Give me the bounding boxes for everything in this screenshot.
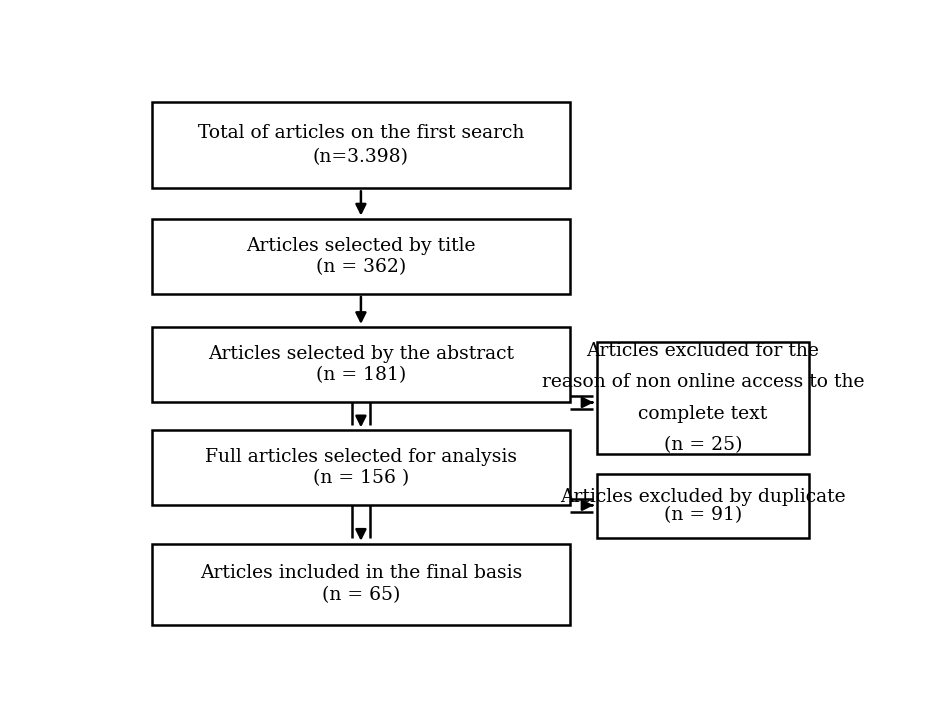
Text: (n = 91): (n = 91) — [664, 506, 741, 524]
Text: Articles selected by the abstract: Articles selected by the abstract — [208, 345, 513, 363]
Text: (n = 65): (n = 65) — [321, 586, 400, 604]
Bar — [152, 219, 569, 294]
Text: Articles selected by title: Articles selected by title — [246, 237, 475, 255]
Bar — [152, 544, 569, 625]
Text: (n=3.398): (n=3.398) — [313, 148, 408, 166]
Text: Total of articles on the first search: Total of articles on the first search — [198, 124, 523, 142]
Text: (n = 362): (n = 362) — [316, 258, 406, 276]
Text: (n = 25): (n = 25) — [663, 435, 741, 453]
Text: reason of non online access to the: reason of non online access to the — [541, 373, 863, 391]
Bar — [152, 327, 569, 402]
Bar — [596, 474, 808, 539]
Bar — [152, 102, 569, 188]
Text: Full articles selected for analysis: Full articles selected for analysis — [205, 448, 516, 466]
Text: (n = 156 ): (n = 156 ) — [313, 469, 408, 487]
Text: Articles excluded for the: Articles excluded for the — [586, 342, 818, 360]
Text: Articles included in the final basis: Articles included in the final basis — [200, 564, 522, 582]
Bar — [596, 342, 808, 453]
Bar — [152, 430, 569, 505]
Text: complete text: complete text — [638, 404, 767, 422]
Text: Articles excluded by duplicate: Articles excluded by duplicate — [560, 488, 844, 506]
Text: (n = 181): (n = 181) — [316, 366, 406, 384]
